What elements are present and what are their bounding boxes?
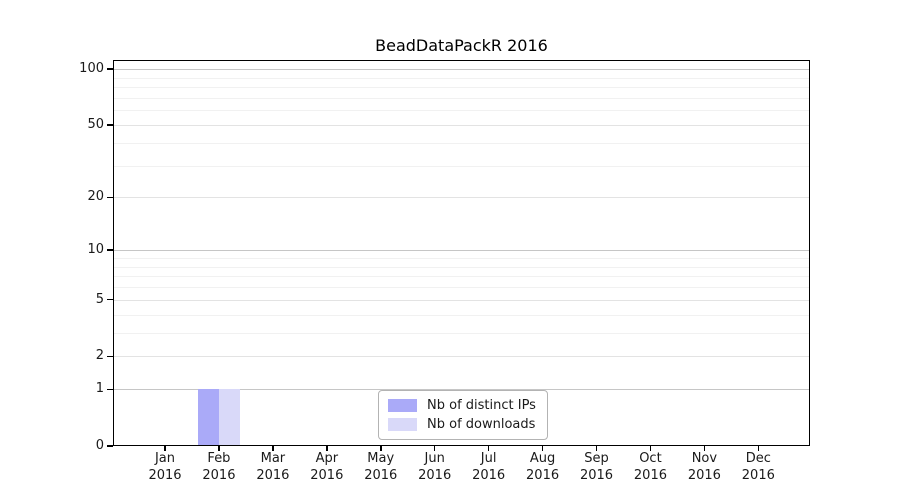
x-tick-month: Jun	[424, 451, 445, 466]
x-tick-label-jun: Jun 2016	[400, 450, 470, 484]
x-tick-month: Jan	[154, 451, 176, 466]
gridline-mid	[113, 124, 810, 126]
gridline-major	[113, 389, 810, 391]
gridline-minor	[113, 287, 810, 289]
x-tick-mark	[326, 446, 328, 451]
x-tick-year: 2016	[526, 468, 560, 483]
y-tick-mark	[107, 388, 113, 391]
x-tick-year: 2016	[418, 468, 452, 483]
gridline-major	[113, 250, 810, 252]
x-tick-month: Aug	[529, 451, 556, 466]
x-tick-mark	[164, 446, 166, 451]
x-tick-mark	[541, 446, 544, 451]
legend-swatch-downloads	[388, 418, 417, 431]
gridline-mid	[113, 299, 810, 301]
legend-label-distinct-ips: Nb of distinct IPs	[427, 398, 536, 413]
gridline-minor	[113, 77, 810, 79]
x-tick-mark	[649, 446, 652, 451]
chart-title: BeadDataPackR 2016	[375, 36, 548, 55]
y-tick-mark	[107, 298, 113, 301]
x-tick-year: 2016	[310, 468, 344, 483]
x-tick-mark	[757, 446, 760, 451]
gridline-mid	[113, 197, 810, 199]
x-tick-month: Dec	[745, 451, 771, 466]
x-tick-label-mar: Mar 2016	[238, 450, 308, 484]
y-tick-label: 20	[87, 189, 104, 205]
y-tick-mark	[107, 445, 113, 447]
x-tick-month: May	[367, 451, 395, 466]
x-tick-label-nov: Nov 2016	[669, 450, 739, 484]
y-tick-label: 0	[95, 438, 104, 453]
gridline-minor	[113, 314, 810, 316]
x-tick-mark	[433, 446, 436, 451]
y-tick-label: 5	[95, 291, 104, 307]
x-tick-year: 2016	[579, 468, 614, 483]
x-tick-mark	[595, 446, 598, 451]
x-tick-mark	[218, 446, 220, 451]
y-tick-mark	[107, 124, 113, 126]
x-tick-label-jul: Jul 2016	[454, 450, 524, 484]
gridline-minor	[113, 266, 810, 268]
legend-label-downloads: Nb of downloads	[427, 417, 536, 432]
gridline-minor	[113, 258, 810, 259]
y-tick-label: 2	[95, 348, 104, 364]
y-tick-mark	[107, 355, 113, 358]
x-tick-year: 2016	[633, 468, 667, 483]
x-tick-year: 2016	[148, 468, 182, 483]
x-tick-label-feb: Feb 2016	[184, 450, 254, 484]
y-tick-mark	[107, 68, 113, 70]
x-tick-year: 2016	[202, 468, 236, 483]
x-tick-month: Nov	[691, 451, 718, 466]
x-tick-month: Mar	[260, 451, 286, 466]
legend-swatch-distinct-ips	[388, 399, 417, 412]
legend-item-downloads: Nb of downloads	[388, 415, 536, 434]
x-tick-label-aug: Aug 2016	[508, 450, 578, 484]
x-tick-month: Apr	[315, 451, 339, 466]
x-tick-month: Oct	[639, 451, 662, 466]
gridline-minor	[113, 97, 810, 99]
gridline-minor	[113, 142, 810, 144]
gridline-minor	[113, 332, 810, 334]
y-tick-label: 50	[87, 116, 104, 132]
plot-area: Nb of distinct IPs Nb of downloads	[113, 60, 810, 446]
gridline-minor	[113, 165, 810, 167]
x-tick-year: 2016	[256, 468, 290, 483]
x-tick-mark	[703, 446, 706, 451]
x-tick-label-jan: Jan 2016	[130, 450, 200, 484]
x-tick-month: Sep	[584, 451, 609, 466]
x-tick-year: 2016	[687, 468, 721, 483]
x-tick-year: 2016	[741, 468, 775, 483]
gridline-minor	[113, 276, 810, 278]
gridline-minor	[113, 110, 810, 112]
legend-item-distinct-ips: Nb of distinct IPs	[388, 396, 536, 415]
bar-distinct-ips-feb	[197, 389, 219, 446]
gridline-minor	[113, 87, 810, 89]
x-tick-mark	[487, 446, 490, 451]
x-tick-label-apr: Apr 2016	[292, 450, 362, 484]
y-tick-mark	[107, 196, 113, 199]
bar-downloads-feb	[218, 389, 240, 446]
x-tick-label-dec: Dec 2016	[723, 450, 793, 484]
x-tick-month: Jul	[480, 451, 497, 466]
x-tick-label-sep: Sep 2016	[562, 450, 632, 484]
x-tick-month: Feb	[207, 451, 231, 466]
x-tick-mark	[380, 446, 382, 451]
gridline-major	[113, 69, 810, 71]
gridline-mid	[113, 356, 810, 358]
y-tick-label: 10	[87, 242, 104, 258]
x-tick-label-may: May 2016	[346, 450, 416, 484]
x-tick-mark	[272, 446, 274, 451]
x-tick-year: 2016	[472, 468, 506, 483]
y-tick-label: 100	[79, 61, 104, 77]
legend: Nb of distinct IPs Nb of downloads	[378, 390, 548, 440]
x-tick-year: 2016	[364, 468, 398, 483]
y-tick-label: 1	[95, 381, 104, 397]
x-tick-label-oct: Oct 2016	[615, 450, 685, 484]
y-tick-mark	[107, 249, 113, 251]
